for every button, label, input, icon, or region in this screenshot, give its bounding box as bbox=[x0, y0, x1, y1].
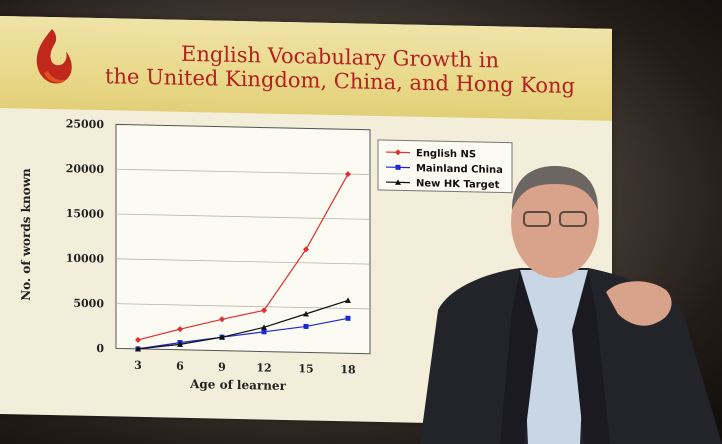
data-point bbox=[219, 334, 225, 340]
data-point bbox=[219, 316, 225, 323]
y-tick-label: 5000 bbox=[73, 297, 104, 311]
y-tick-label: 0 bbox=[96, 342, 104, 355]
presenter-shirt bbox=[520, 270, 588, 444]
y-axis-label: No. of words known bbox=[19, 168, 33, 301]
data-point bbox=[395, 164, 401, 170]
data-point bbox=[395, 179, 401, 185]
x-tick-label: 15 bbox=[298, 362, 313, 375]
presenter-lapel-left bbox=[500, 270, 538, 444]
legend-entry: English NS bbox=[416, 148, 476, 160]
legend-box bbox=[377, 139, 513, 194]
flame-logo-icon bbox=[36, 29, 72, 84]
slide-header: English Vocabulary Growth in the United … bbox=[0, 16, 612, 121]
y-tick-label: 15000 bbox=[66, 207, 105, 221]
data-point bbox=[261, 307, 267, 314]
legend: English NS Mainland China New HK Target bbox=[377, 139, 513, 194]
data-point bbox=[135, 345, 141, 352]
x-tick-label: 3 bbox=[134, 359, 142, 372]
x-tick-label: 18 bbox=[340, 363, 356, 376]
data-point bbox=[345, 171, 351, 178]
data-point bbox=[261, 324, 267, 330]
gridlines bbox=[116, 168, 370, 310]
series-line bbox=[137, 299, 349, 350]
gridline bbox=[116, 168, 370, 175]
series-lines bbox=[135, 171, 351, 352]
presenter-glasses-right bbox=[559, 211, 587, 227]
data-point bbox=[303, 246, 309, 253]
legend-entry: Mainland China bbox=[416, 163, 503, 176]
data-point bbox=[303, 310, 309, 317]
legend-entry: New HK Target bbox=[416, 178, 500, 191]
data-point bbox=[395, 149, 401, 156]
presenter-hair bbox=[512, 166, 598, 210]
y-tick-label: 20000 bbox=[66, 162, 105, 176]
x-axis-label: Age of learner bbox=[189, 377, 286, 393]
presenter-head bbox=[511, 166, 599, 278]
data-point bbox=[177, 326, 183, 333]
x-tick-label: 6 bbox=[176, 360, 184, 373]
y-tick-label: 10000 bbox=[66, 252, 105, 266]
x-tick-labels: 3 6 9 12 15 18 bbox=[134, 359, 356, 377]
gridline bbox=[116, 213, 370, 220]
data-point bbox=[177, 341, 183, 347]
data-point bbox=[303, 323, 309, 329]
gridline bbox=[116, 258, 370, 265]
gridline bbox=[116, 303, 370, 310]
presenter-lapel-right bbox=[572, 270, 610, 444]
data-point bbox=[261, 329, 267, 335]
presenter-glasses bbox=[523, 211, 551, 227]
data-point bbox=[345, 297, 351, 303]
plot-area bbox=[115, 123, 371, 355]
slide: English Vocabulary Growth in the United … bbox=[0, 16, 612, 427]
y-tick-labels: 0 5000 10000 15000 20000 25000 bbox=[66, 117, 105, 355]
presenter-hand bbox=[606, 281, 672, 326]
x-tick-label: 12 bbox=[256, 361, 271, 374]
y-tick-label: 25000 bbox=[66, 117, 105, 131]
presenter bbox=[420, 166, 722, 444]
x-tick-label: 9 bbox=[218, 361, 226, 374]
line-chart: 0 5000 10000 15000 20000 25000 3 6 9 12 15 18 Age … bbox=[19, 117, 513, 393]
series-line bbox=[137, 173, 349, 341]
data-point bbox=[345, 315, 351, 321]
data-point bbox=[135, 336, 141, 343]
series-line bbox=[137, 317, 349, 350]
